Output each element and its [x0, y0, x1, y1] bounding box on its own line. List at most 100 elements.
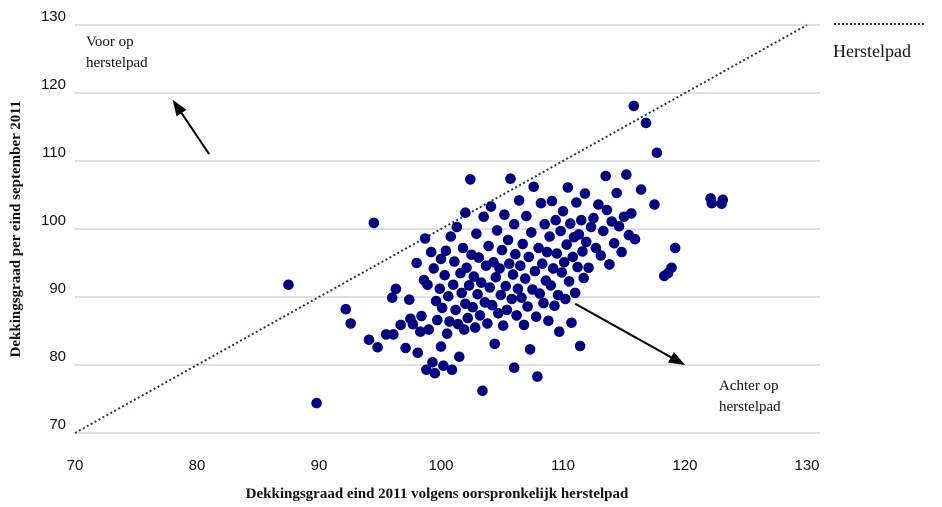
data-point — [444, 316, 455, 327]
data-point — [556, 267, 568, 278]
x-tick-label: 70 — [67, 457, 84, 474]
data-point — [537, 258, 548, 270]
data-point — [573, 229, 585, 240]
data-point — [368, 217, 380, 229]
annotation-arrow-head — [172, 99, 187, 117]
data-point — [550, 214, 561, 226]
data-point — [395, 319, 407, 331]
data-point — [423, 324, 435, 335]
y-tick-label: 110 — [42, 144, 66, 161]
data-point — [380, 329, 392, 340]
data-point — [549, 300, 560, 312]
y-tick-label: 80 — [49, 348, 66, 365]
data-point — [429, 367, 441, 379]
data-point — [430, 295, 442, 307]
data-point — [472, 289, 483, 300]
data-point — [613, 221, 625, 232]
data-point — [439, 269, 451, 281]
x-tick-label: 120 — [672, 457, 697, 474]
data-point — [463, 280, 475, 291]
data-point — [390, 283, 402, 295]
data-point — [558, 257, 570, 268]
data-point — [477, 385, 488, 397]
data-point — [345, 318, 357, 329]
y-tick-labels: 70 80 90 100 110 120 130 — [41, 8, 66, 433]
data-point — [425, 246, 437, 258]
data-point — [483, 240, 494, 252]
data-point — [651, 147, 663, 159]
data-point — [446, 364, 458, 376]
annotation-arrows — [172, 99, 685, 365]
data-point — [649, 199, 660, 210]
data-point — [363, 334, 375, 346]
data-point — [521, 210, 532, 222]
data-point — [567, 251, 579, 263]
data-point — [415, 326, 426, 338]
data-point — [386, 292, 398, 304]
y-tick-label: 100 — [41, 212, 66, 229]
data-point — [507, 269, 519, 280]
data-point — [454, 351, 465, 363]
data-point — [535, 197, 547, 209]
data-point — [518, 319, 530, 331]
data-point — [541, 246, 553, 258]
data-point — [496, 244, 508, 256]
data-point — [530, 311, 542, 323]
x-tick-label: 80 — [189, 457, 206, 474]
data-point — [411, 257, 422, 269]
data-point — [495, 289, 507, 301]
data-point — [494, 263, 505, 274]
data-point — [445, 231, 457, 242]
data-point — [340, 303, 352, 315]
data-point — [526, 227, 537, 238]
y-tick-label: 130 — [41, 8, 66, 25]
data-point — [468, 271, 480, 282]
data-point — [497, 320, 509, 331]
y-tick-label: 90 — [49, 280, 66, 297]
annotation-arrow-shaft — [574, 302, 672, 359]
data-point — [440, 245, 452, 257]
data-point — [513, 195, 525, 206]
data-point — [557, 206, 569, 217]
data-point — [484, 282, 496, 293]
data-point — [407, 318, 419, 330]
x-tick-label: 100 — [428, 457, 453, 474]
data-point — [457, 242, 469, 254]
data-point — [560, 293, 571, 305]
data-point — [428, 263, 440, 274]
data-point — [500, 280, 512, 292]
data-point — [529, 265, 541, 277]
data-point — [432, 314, 443, 326]
data-point — [511, 310, 522, 321]
data-point — [561, 239, 572, 250]
data-point — [547, 263, 559, 274]
data-point — [438, 360, 449, 372]
data-point — [616, 246, 627, 258]
data-point — [458, 324, 470, 335]
data-point — [604, 259, 615, 270]
data-point — [562, 182, 574, 193]
data-point — [534, 288, 546, 299]
data-point — [436, 302, 448, 314]
data-point — [532, 371, 543, 382]
data-point — [601, 204, 613, 216]
data-point — [572, 261, 583, 273]
data-point — [421, 364, 432, 376]
data-point — [471, 228, 482, 240]
data-point — [486, 299, 498, 311]
data-point — [626, 208, 637, 219]
data-point — [508, 362, 520, 374]
data-point — [717, 194, 729, 206]
data-point — [311, 397, 322, 409]
data-point — [598, 225, 609, 237]
data-point — [517, 238, 528, 250]
data-point — [443, 291, 454, 302]
data-point — [510, 248, 521, 260]
data-points — [283, 100, 729, 409]
data-point — [571, 197, 582, 208]
data-point — [580, 236, 592, 248]
data-point — [578, 272, 589, 284]
data-point — [544, 231, 555, 242]
data-point — [465, 174, 476, 185]
x-axis-title: Dekkingsgraad eind 2011 volgens oorspron… — [246, 486, 629, 502]
